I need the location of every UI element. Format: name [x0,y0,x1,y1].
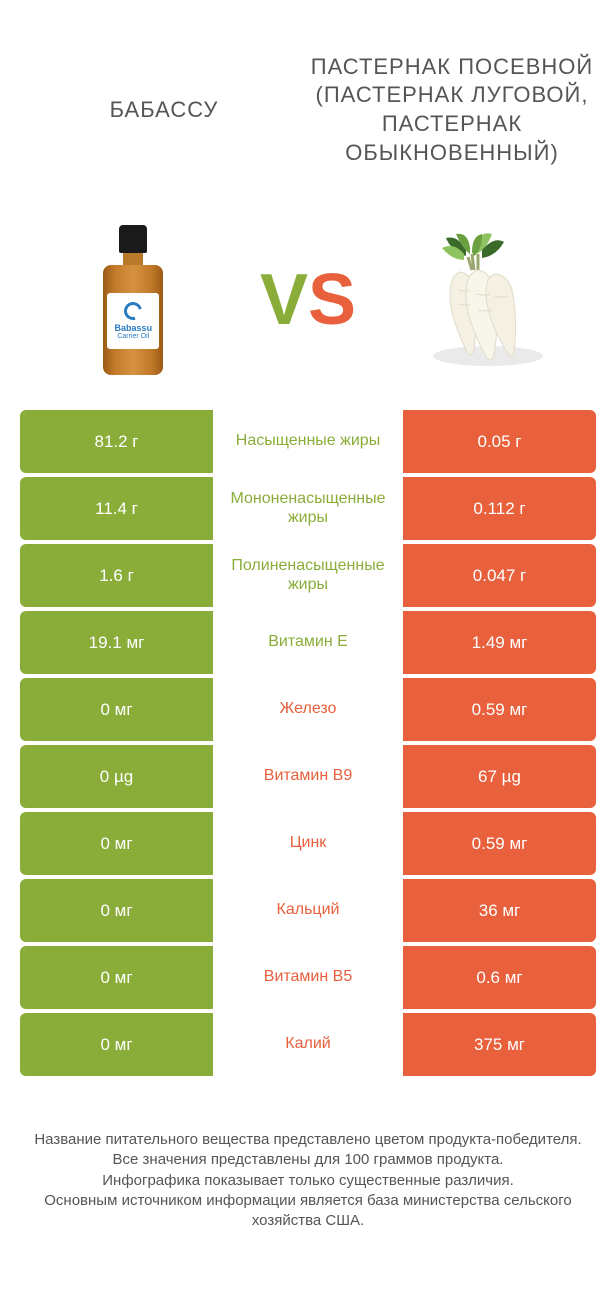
nutrient-label: Железо [213,678,403,741]
right-value: 375 мг [403,1013,596,1076]
table-row: 0 мгЦинк0.59 мг [20,812,596,875]
babassu-image: Babassu Carrier Oil [53,220,213,380]
nutrient-label: Кальций [213,879,403,942]
table-row: 81.2 гНасыщенные жиры0.05 г [20,410,596,473]
left-value: 0 мг [20,946,213,1009]
nutrient-label: Калий [213,1013,403,1076]
right-value: 0.05 г [403,410,596,473]
right-value: 67 µg [403,745,596,808]
bottle-label-1: Babassu [115,323,153,333]
left-value: 0 мг [20,1013,213,1076]
right-value: 0.047 г [403,544,596,607]
header-left: БАБАССУ [20,10,308,210]
table-row: 0 мгКальций36 мг [20,879,596,942]
right-value: 0.59 мг [403,678,596,741]
right-value: 0.6 мг [403,946,596,1009]
headers-row: БАБАССУ ПАСТЕРНАК ПОСЕВНОЙ (ПАСТЕРНАК ЛУ… [0,0,616,210]
nutrient-label: Цинк [213,812,403,875]
right-value: 0.112 г [403,477,596,540]
left-value: 0 мг [20,678,213,741]
vs-label: VS [260,264,356,336]
footer-line: Инфографика показывает только существенн… [25,1171,591,1191]
nutrient-label: Мононенасыщенные жиры [213,477,403,540]
left-value: 19.1 мг [20,611,213,674]
nutrient-label: Полиненасыщенные жиры [213,544,403,607]
nutrient-label: Витамин B5 [213,946,403,1009]
footer-line: Название питательного вещества представл… [25,1130,591,1150]
footer-notes: Название питательного вещества представл… [0,1080,616,1231]
nutrient-label: Витамин B9 [213,745,403,808]
bottle-label-2: Carrier Oil [117,333,149,340]
table-row: 19.1 мгВитамин E1.49 мг [20,611,596,674]
right-value: 0.59 мг [403,812,596,875]
table-row: 11.4 гМононенасыщенные жиры0.112 г [20,477,596,540]
left-value: 0 µg [20,745,213,808]
nutrient-label: Витамин E [213,611,403,674]
footer-line: Все значения представлены для 100 граммо… [25,1150,591,1170]
right-value: 1.49 мг [403,611,596,674]
left-value: 1.6 г [20,544,213,607]
table-row: 0 мгВитамин B50.6 мг [20,946,596,1009]
comparison-table: 81.2 гНасыщенные жиры0.05 г11.4 гМононен… [0,410,616,1080]
nutrient-label: Насыщенные жиры [213,410,403,473]
left-value: 0 мг [20,879,213,942]
table-row: 0 µgВитамин B967 µg [20,745,596,808]
left-value: 11.4 г [20,477,213,540]
right-value: 36 мг [403,879,596,942]
table-row: 1.6 гПолиненасыщенные жиры0.047 г [20,544,596,607]
table-row: 0 мгЖелезо0.59 мг [20,678,596,741]
parsnip-image [403,220,563,380]
table-row: 0 мгКалий375 мг [20,1013,596,1076]
left-value: 0 мг [20,812,213,875]
header-right: ПАСТЕРНАК ПОСЕВНОЙ (ПАСТЕРНАК ЛУГОВОЙ, П… [308,10,596,210]
images-row: Babassu Carrier Oil VS [0,210,616,410]
left-value: 81.2 г [20,410,213,473]
footer-line: Основным источником информации является … [25,1191,591,1232]
bottle-logo-icon [121,299,146,324]
